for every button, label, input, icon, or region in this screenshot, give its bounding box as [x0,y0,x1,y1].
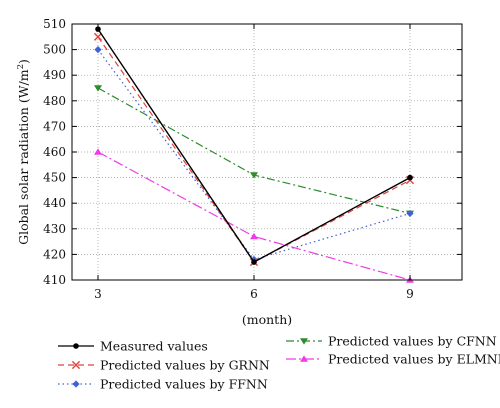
legend-item: Measured values [58,339,208,354]
data-point [250,172,258,179]
series-lines [93,26,415,283]
y-tick-label: 410 [43,273,66,287]
x-axis-label: (month) [242,312,292,327]
legend-label: Predicted values by ELMNN [328,352,500,367]
series-line [97,151,411,281]
legend-swatch-marker [300,338,308,345]
data-point [406,209,414,218]
y-tick-label: 500 [43,43,66,57]
y-axis-label-close: ) [16,59,31,64]
legend-item: Predicted values by ELMNN [286,352,500,367]
grid-lines [72,23,462,281]
axis-ticks: 410 420 430 440 450 460 470 480 490 500 510 3 6 9 [43,17,462,301]
legend-item: Predicted values by FFNN [58,377,268,392]
x-tick-label: 9 [406,287,414,301]
y-tick-label: 420 [43,247,66,261]
y-tick-label: 440 [43,196,66,210]
y-axis-label: Global solar radiation (W/m2) [16,59,31,245]
legend: Measured values Predicted values by GRNN P… [58,334,500,392]
legend-swatch-marker [300,355,308,362]
data-point [407,174,413,181]
legend-swatch-marker [71,360,81,370]
legend-item: Predicted values by GRNN [58,358,270,373]
legend-swatch-marker [73,343,79,349]
y-tick-label: 430 [43,222,66,236]
x-tick-label: 6 [250,287,258,301]
x-tick-label: 3 [94,287,102,301]
legend-swatch-marker [72,380,80,388]
y-axis-label-text: Global solar radiation (W/m [16,69,31,245]
y-tick-label: 470 [43,119,66,133]
legend-label: Predicted values by FFNN [100,377,268,392]
data-point [94,85,102,92]
y-tick-label: 450 [43,171,66,185]
y-axis-label-superscript: 2 [16,64,26,69]
y-tick-label: 490 [43,68,66,82]
data-point [95,26,101,32]
legend-label: Measured values [100,339,208,354]
y-tick-label: 480 [43,94,66,108]
data-point [94,46,102,54]
data-point [251,259,257,265]
series-1 [93,32,415,267]
legend-label: Predicted values by GRNN [100,358,270,373]
legend-label: Predicted values by CFNN [328,334,497,349]
y-tick-label: 460 [43,145,66,159]
series-line [97,28,411,263]
series-3 [94,85,414,218]
series-0 [95,26,413,265]
y-tick-label: 510 [43,17,66,31]
data-point [93,32,103,41]
data-point [94,148,102,155]
legend-item: Predicted values by CFNN [286,334,497,349]
data-point [250,232,258,240]
